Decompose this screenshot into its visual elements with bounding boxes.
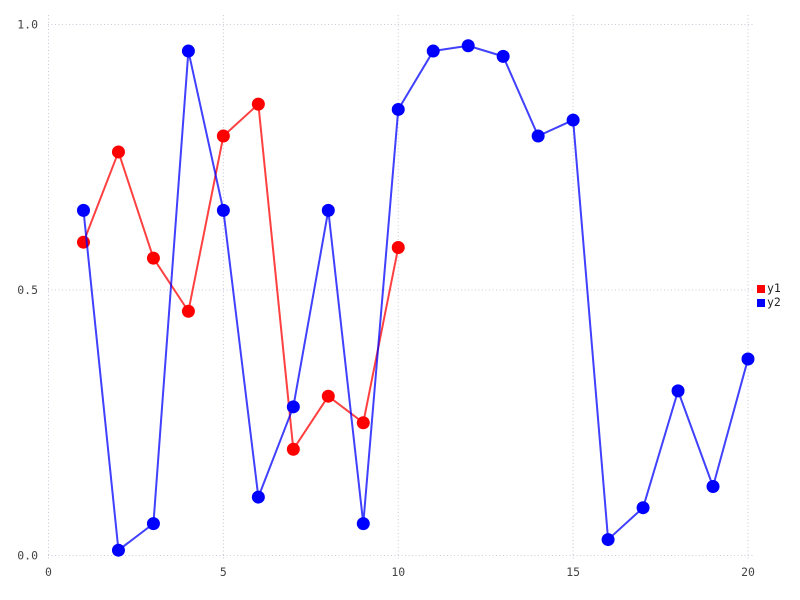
series-y1-point xyxy=(321,389,335,403)
series-y2-point xyxy=(601,533,615,547)
x-axis-tick-label: 15 xyxy=(566,565,580,579)
x-axis-tick-label: 20 xyxy=(741,565,755,579)
series-y2-point xyxy=(461,39,475,53)
y-axis-tick-label: 0.0 xyxy=(17,549,38,563)
series-y2-point xyxy=(636,501,650,515)
x-axis-tick-label: 10 xyxy=(391,565,405,579)
legend-label-y1: y1 xyxy=(767,281,781,295)
series-y2-point xyxy=(111,543,125,557)
series-y2-point xyxy=(391,102,405,116)
y-axis-tick-label: 0.5 xyxy=(17,283,38,297)
x-axis-tick-label: 0 xyxy=(45,565,52,579)
series-y2-point xyxy=(216,203,230,217)
legend-label-y2: y2 xyxy=(767,295,781,309)
legend: y1 y2 xyxy=(757,282,781,309)
series-y2-point xyxy=(146,517,160,531)
series-y2-point xyxy=(181,44,195,58)
series-y1-point xyxy=(111,145,125,159)
y-axis-tick-label: 1.0 xyxy=(17,18,38,32)
series-y1-point xyxy=(356,416,370,430)
series-y2-line xyxy=(82,44,749,552)
series-y2-point xyxy=(426,44,440,58)
series-y2-point xyxy=(671,384,685,398)
series-y2-point xyxy=(286,400,300,414)
x-axis-tick-label: 5 xyxy=(220,565,227,579)
series-y1-line xyxy=(82,103,400,451)
series-y2-point xyxy=(321,203,335,217)
series-y2-point xyxy=(251,490,265,504)
legend-swatch-y2 xyxy=(757,298,765,307)
series-y1-point xyxy=(251,97,265,111)
series-y1-point xyxy=(146,251,160,265)
legend-item-y1: y1 xyxy=(757,282,781,295)
series-y1-point xyxy=(391,241,405,255)
series-y2-point xyxy=(706,479,720,493)
series-y2-point xyxy=(531,129,545,143)
series-y2-point xyxy=(356,517,370,531)
series-y2-point xyxy=(566,113,580,127)
series-y1-point xyxy=(286,442,300,456)
series-y2-point xyxy=(496,49,510,63)
series-y1-point xyxy=(181,304,195,318)
legend-item-y2: y2 xyxy=(757,296,781,309)
series-y1-point xyxy=(216,129,230,143)
legend-swatch-y1 xyxy=(757,284,765,293)
series-y2-point xyxy=(76,203,90,217)
series-y2-point xyxy=(741,352,755,366)
